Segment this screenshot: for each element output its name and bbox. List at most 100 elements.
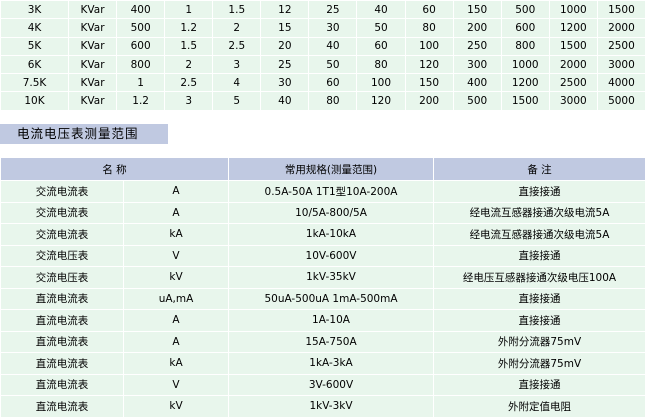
header-name: 名 称 — [0, 157, 229, 181]
table-cell: 300 — [452, 54, 502, 75]
remark-cell: 经电压互感器接通次级电压100A — [433, 266, 646, 289]
table-cell: 60 — [356, 36, 406, 56]
unit-cell: A — [123, 180, 229, 203]
table-cell: 1000 — [548, 0, 598, 20]
name-cell: 直流电流表 — [0, 395, 124, 418]
table-cell: 500 — [452, 91, 502, 111]
table-cell: 60 — [404, 0, 454, 20]
table-row: 直流电流表 V 3V-600V 直接接通 — [0, 373, 646, 396]
spec-cell: 50uA-500uA 1mA-500mA — [228, 287, 434, 310]
table-row: 直流电流表 A 1A-10A 直接接通 — [0, 309, 646, 332]
table-cell: 50 — [308, 54, 358, 75]
table-cell: 150 — [404, 73, 454, 93]
table-cell: 60 — [308, 73, 358, 93]
table-cell: 2500 — [548, 73, 598, 93]
table-cell: 15 — [260, 18, 310, 38]
table-cell: 1.2 — [164, 18, 214, 38]
spec-cell: 3V-600V — [228, 373, 434, 396]
table-cell: 6K — [0, 54, 69, 75]
table-cell: KVar — [67, 91, 118, 111]
table-row: 7.5K KVar 1 2.5 4 30 60 100 150 400 1200 2500 4000 — [0, 73, 646, 93]
table-cell: 1500 — [548, 36, 598, 56]
table-row: 直流电流表 kV 1kV-3kV 外附定值电阻 — [0, 395, 646, 418]
table-row: 直流电流表 uA,mA 50uA-500uA 1mA-500mA 直接接通 — [0, 287, 646, 310]
table-cell: 30 — [308, 18, 358, 38]
spec-cell: 1kV-35kV — [228, 266, 434, 289]
unit-cell: kV — [123, 266, 229, 289]
table-cell: 2.5 — [212, 36, 262, 56]
table-cell: 1200 — [548, 18, 598, 38]
remark-cell: 经电流互感器接通次级电流5A — [433, 201, 646, 224]
table-row: 直流电流表 A 15A-750A 外附分流器75mV — [0, 330, 646, 353]
table-cell: 25 — [308, 0, 358, 20]
table-cell: 5000 — [596, 91, 646, 111]
name-cell: 交流电压表 — [0, 266, 124, 289]
table-row: 交流电流表 A 10/5A-800/5A 经电流互感器接通次级电流5A — [0, 201, 646, 224]
table-row: 10K KVar 1.2 3 5 40 80 120 200 500 1500 3000 5000 — [0, 91, 646, 111]
table-row: 交流电流表 kA 1kA-10kA 经电流互感器接通次级电流5A — [0, 223, 646, 246]
name-cell: 直流电流表 — [0, 287, 124, 310]
table-row: 交流电压表 V 10V-600V 直接接通 — [0, 244, 646, 267]
table-cell: 500 — [500, 0, 550, 20]
table-cell: 1 — [116, 73, 166, 93]
unit-cell: kA — [123, 352, 229, 375]
spec-cell: 0.5A-50A 1T1型10A-200A — [228, 180, 434, 203]
unit-cell: A — [123, 309, 229, 332]
name-cell: 交流电流表 — [0, 223, 124, 246]
table-cell: 200 — [452, 18, 502, 38]
unit-cell: A — [123, 330, 229, 353]
remark-cell: 直接接通 — [433, 244, 646, 267]
table-cell: 1000 — [500, 54, 550, 75]
unit-cell: uA,mA — [123, 287, 229, 310]
spec-cell: 15A-750A — [228, 330, 434, 353]
table-cell: 2000 — [596, 18, 646, 38]
table-cell: 100 — [356, 73, 406, 93]
table-cell: KVar — [67, 18, 118, 38]
table-cell: 400 — [452, 73, 502, 93]
table-cell: 30 — [260, 73, 310, 93]
table-row: 4K KVar 500 1.2 2 15 30 50 80 200 600 1200 2000 — [0, 18, 646, 38]
table-row: 6K KVar 800 2 3 25 50 80 120 300 1000 2000 3000 — [0, 54, 646, 75]
name-cell: 交流电流表 — [0, 180, 124, 203]
table-cell: 800 — [116, 54, 166, 75]
remark-cell: 外附分流器75mV — [433, 330, 646, 353]
table-cell: 5 — [212, 91, 262, 111]
name-cell: 直流电流表 — [0, 309, 124, 332]
table-cell: 3 — [164, 91, 214, 111]
spec-cell: 10/5A-800/5A — [228, 201, 434, 224]
table-cell: 200 — [404, 91, 454, 111]
table-cell: KVar — [67, 54, 118, 75]
table-cell: 1500 — [500, 91, 550, 111]
table-cell: 3000 — [548, 91, 598, 111]
spec-cell: 1kV-3kV — [228, 395, 434, 418]
table-cell: 400 — [116, 0, 166, 20]
table-cell: 80 — [356, 54, 406, 75]
capacity-table: 3K KVar 400 1 1.5 12 25 40 60 150 500 1000 1500 4K KVa… — [0, 0, 646, 111]
table-cell: 3K — [0, 0, 69, 20]
remark-cell: 经电流互感器接通次级电流5A — [433, 223, 646, 246]
table-cell: 80 — [308, 91, 358, 111]
table-cell: 1 — [164, 0, 214, 20]
remark-cell: 外附定值电阻 — [433, 395, 646, 418]
name-cell: 交流电流表 — [0, 201, 124, 224]
table-cell: 2.5 — [164, 73, 214, 93]
name-cell: 直流电流表 — [0, 330, 124, 353]
table-cell: 80 — [404, 18, 454, 38]
table-cell: 4 — [212, 73, 262, 93]
table-cell: 500 — [116, 18, 166, 38]
remark-cell: 直接接通 — [433, 180, 646, 203]
table-cell: 600 — [500, 18, 550, 38]
table-cell: KVar — [67, 36, 118, 56]
table-cell: 800 — [500, 36, 550, 56]
table-header-row: 名 称 常用规格(测量范围) 备 注 — [0, 157, 646, 181]
table-cell: 3 — [212, 54, 262, 75]
unit-cell: V — [123, 244, 229, 267]
table-cell: KVar — [67, 0, 118, 20]
header-spec: 常用规格(测量范围) — [228, 157, 434, 181]
table-cell: 20 — [260, 36, 310, 56]
section-title: 电流电压表测量范围 — [0, 124, 168, 144]
table-cell: 1.5 — [164, 36, 214, 56]
header-remark: 备 注 — [433, 157, 646, 181]
table-cell: 5K — [0, 36, 69, 56]
spec-cell: 10V-600V — [228, 244, 434, 267]
